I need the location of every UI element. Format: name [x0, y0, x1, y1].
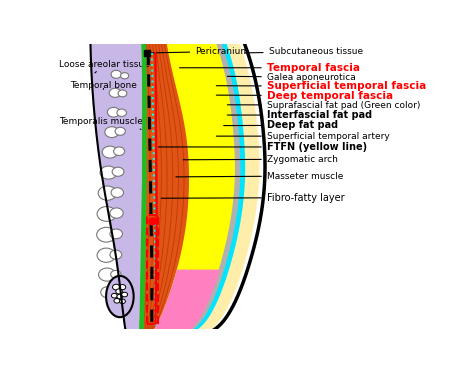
Circle shape	[110, 208, 123, 218]
Polygon shape	[155, 44, 236, 329]
Circle shape	[120, 73, 128, 79]
Circle shape	[117, 109, 127, 117]
Circle shape	[119, 299, 125, 304]
Circle shape	[109, 88, 121, 97]
Circle shape	[100, 166, 117, 179]
Text: Superficial temporal fascia: Superficial temporal fascia	[216, 81, 426, 91]
Text: FTFN (yellow line): FTFN (yellow line)	[158, 142, 367, 152]
Text: Masseter muscle: Masseter muscle	[176, 172, 343, 181]
Circle shape	[111, 188, 124, 197]
Text: Interfascial fat pad: Interfascial fat pad	[228, 110, 372, 120]
Text: Pericranium: Pericranium	[149, 47, 249, 56]
Text: Subcutaneous tissue: Subcutaneous tissue	[245, 47, 363, 56]
Circle shape	[97, 227, 116, 242]
Circle shape	[110, 229, 122, 239]
Text: Temporal fascia: Temporal fascia	[180, 63, 360, 73]
Circle shape	[111, 293, 117, 298]
Circle shape	[117, 294, 123, 299]
Circle shape	[99, 268, 116, 281]
Circle shape	[97, 206, 116, 221]
Ellipse shape	[106, 276, 134, 317]
Circle shape	[118, 90, 127, 97]
Polygon shape	[142, 44, 190, 329]
Circle shape	[112, 284, 120, 290]
Text: Loose areolar tissue: Loose areolar tissue	[59, 60, 150, 73]
Text: Superficial temporal artery: Superficial temporal artery	[216, 132, 390, 141]
Circle shape	[102, 146, 118, 158]
Polygon shape	[91, 44, 145, 329]
Polygon shape	[199, 44, 259, 329]
Circle shape	[105, 127, 119, 138]
Text: Deep temporal fascia: Deep temporal fascia	[216, 91, 393, 101]
Text: Suprafascial fat pad (Green color): Suprafascial fat pad (Green color)	[228, 101, 420, 110]
Circle shape	[98, 186, 117, 200]
Text: Temporal bone: Temporal bone	[70, 81, 137, 90]
Circle shape	[119, 285, 126, 290]
Text: Zygomatic arch: Zygomatic arch	[183, 155, 337, 164]
Bar	[146, 215, 158, 324]
Circle shape	[112, 167, 124, 176]
Circle shape	[97, 248, 116, 262]
Circle shape	[114, 299, 120, 303]
Text: Galea aponeurotica: Galea aponeurotica	[228, 73, 356, 82]
Circle shape	[101, 286, 116, 298]
Text: Deep fat pad: Deep fat pad	[224, 120, 338, 130]
Polygon shape	[155, 270, 219, 329]
Circle shape	[108, 107, 120, 117]
Circle shape	[110, 250, 122, 259]
Circle shape	[122, 292, 128, 297]
Circle shape	[115, 127, 125, 135]
Circle shape	[111, 70, 121, 78]
Circle shape	[110, 270, 121, 278]
Polygon shape	[194, 44, 246, 329]
Circle shape	[114, 147, 125, 155]
Polygon shape	[190, 44, 241, 329]
Circle shape	[116, 289, 122, 294]
Text: Temporalis muscle: Temporalis muscle	[59, 117, 143, 130]
Text: Fibro-fatty layer: Fibro-fatty layer	[161, 193, 345, 203]
